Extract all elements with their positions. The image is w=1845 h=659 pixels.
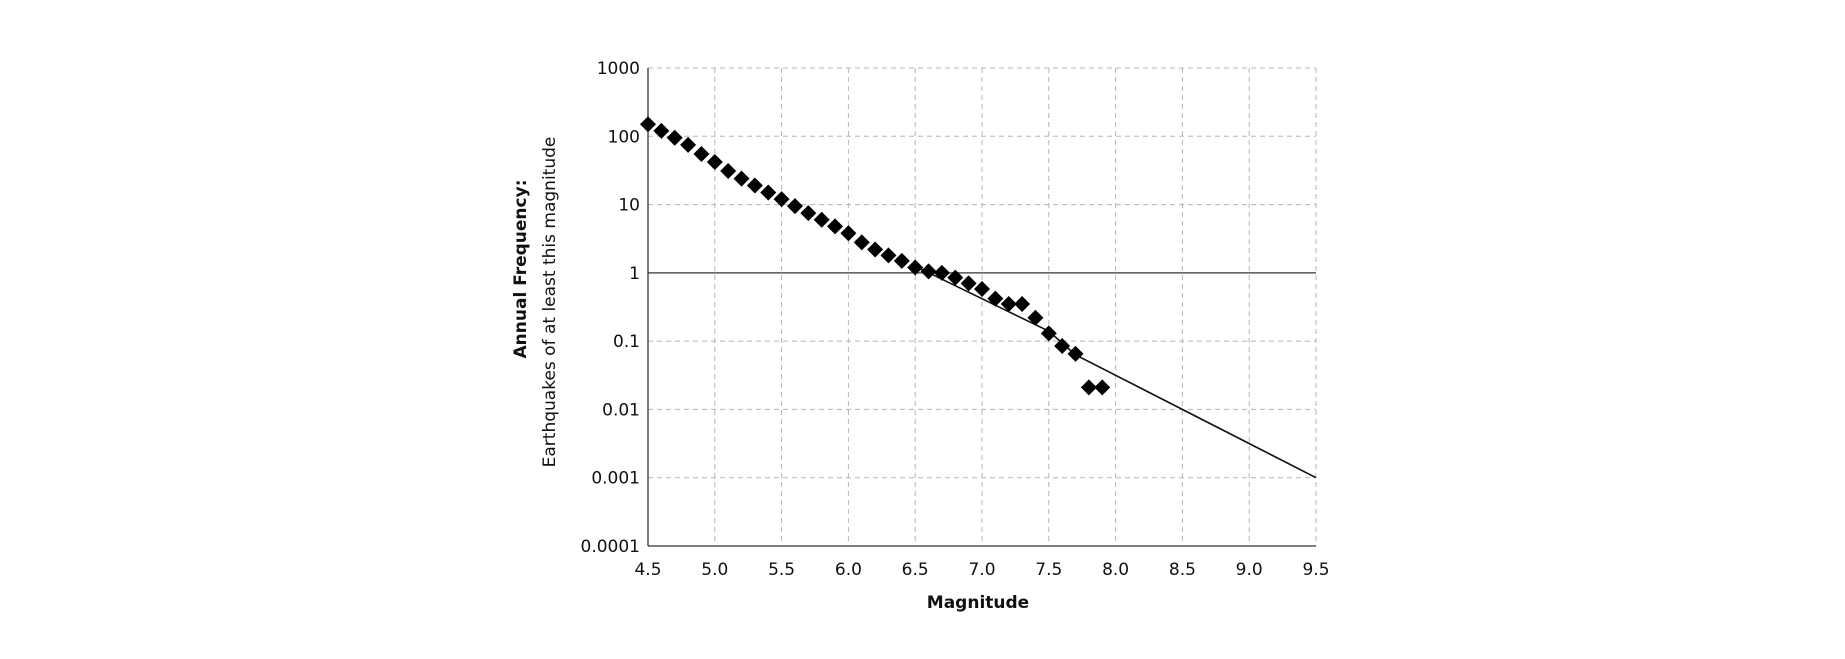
grid-layer — [647, 67, 1317, 547]
data-point — [733, 170, 750, 187]
x-tick-label: 4.5 — [634, 560, 661, 580]
data-point — [987, 290, 1004, 307]
y-tick-label: 1 — [629, 264, 640, 284]
x-tick-label: 7.0 — [968, 560, 995, 580]
x-tick-label: 8.5 — [1169, 560, 1196, 580]
data-point — [706, 154, 723, 171]
data-point — [666, 129, 683, 146]
x-tick-label: 5.5 — [768, 560, 795, 580]
data-point — [1000, 295, 1017, 312]
y-tick-label: 1000 — [597, 59, 640, 79]
data-points-layer — [640, 116, 1111, 396]
y-tick-label: 0.001 — [591, 469, 640, 489]
data-point — [813, 211, 830, 228]
x-tick-label: 9.0 — [1236, 560, 1263, 580]
x-tick-label: 5.0 — [701, 560, 728, 580]
tick-labels-layer: 4.5 5.0 5.5 6.0 6.5 7.0 7.5 8.0 8.5 9.0 9.51000100… — [581, 59, 1330, 580]
data-point — [933, 264, 950, 281]
data-point — [880, 247, 897, 264]
data-point — [720, 163, 737, 180]
data-point — [920, 263, 937, 280]
data-point — [746, 177, 763, 194]
data-point — [840, 225, 857, 242]
data-point — [893, 252, 910, 269]
data-point — [907, 259, 924, 276]
data-point — [640, 116, 656, 133]
y-tick-label: 100 — [608, 127, 640, 147]
x-tick-label: 8.0 — [1102, 560, 1129, 580]
x-axis-title: Magnitude — [927, 593, 1029, 613]
data-point — [947, 269, 964, 286]
data-point — [653, 122, 670, 139]
data-point — [1080, 379, 1097, 396]
y-tick-label: 0.01 — [602, 400, 640, 420]
y-axis-title-line2: Earthquakes of at least this magnitude — [540, 137, 560, 468]
data-point — [1014, 295, 1031, 312]
data-point — [853, 234, 870, 251]
x-tick-label: 6.5 — [902, 560, 929, 580]
y-tick-label: 0.1 — [613, 332, 640, 352]
data-point — [974, 281, 990, 298]
data-point — [1054, 337, 1071, 354]
data-point — [960, 275, 977, 292]
data-point — [800, 205, 817, 222]
x-tick-label: 9.5 — [1302, 560, 1329, 580]
data-point — [1027, 309, 1044, 326]
data-point — [773, 191, 790, 208]
data-point — [680, 136, 697, 153]
data-point — [760, 184, 777, 201]
data-point — [693, 146, 710, 163]
data-point — [786, 198, 803, 215]
data-point — [827, 218, 844, 235]
data-point — [1067, 345, 1084, 362]
x-tick-label: 7.5 — [1035, 560, 1062, 580]
y-axis-title-line1: Annual Frequency: — [511, 180, 531, 359]
data-point — [867, 241, 884, 258]
data-point — [1040, 325, 1057, 342]
y-tick-label: 0.0001 — [581, 537, 640, 557]
y-tick-label: 10 — [618, 196, 640, 216]
x-tick-label: 6.0 — [835, 560, 862, 580]
data-point — [1094, 379, 1111, 396]
